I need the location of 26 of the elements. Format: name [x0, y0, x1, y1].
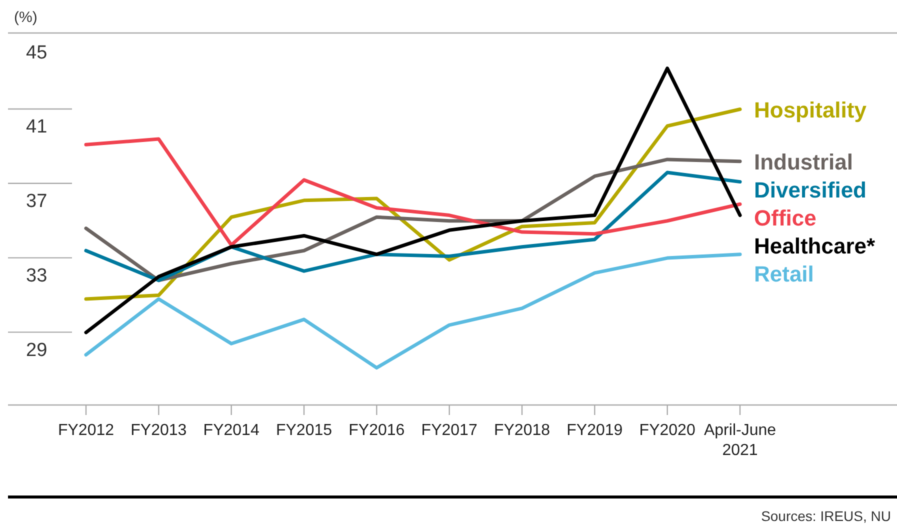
x-tick-label: FY2015	[276, 422, 332, 439]
series-label: Industrial	[754, 149, 854, 174]
y-tick-label: 45	[26, 42, 48, 64]
x-tick-label: FY2020	[639, 422, 696, 439]
x-tick-label: FY2017	[421, 422, 478, 439]
x-tick-label: FY2014	[203, 422, 260, 439]
source-note: Sources: IREUS, NU	[761, 508, 891, 524]
y-tick-label: 41	[26, 116, 48, 138]
y-axis-title: (%)	[14, 9, 38, 26]
line-series	[84, 252, 742, 370]
series-label: Retail	[754, 261, 814, 286]
x-tick-label: FY2012	[58, 422, 114, 439]
x-tick-label: FY2018	[494, 422, 550, 439]
y-tick-label: 33	[26, 265, 48, 286]
series-label: Diversified	[754, 177, 866, 202]
series-label: Office	[754, 205, 816, 230]
y-tick-label: 37	[26, 191, 48, 212]
line-series	[84, 137, 742, 247]
series-label: Hospitality	[754, 97, 868, 122]
x-tick-label: April-June 2021	[704, 422, 776, 459]
x-tick-label: FY2013	[130, 422, 187, 439]
y-tick-label: 29	[26, 340, 48, 361]
series-label: Healthcare*	[754, 233, 876, 258]
line-series	[84, 66, 742, 334]
x-tick-label: FY2019	[566, 422, 623, 439]
x-tick-label: FY2016	[348, 422, 405, 439]
